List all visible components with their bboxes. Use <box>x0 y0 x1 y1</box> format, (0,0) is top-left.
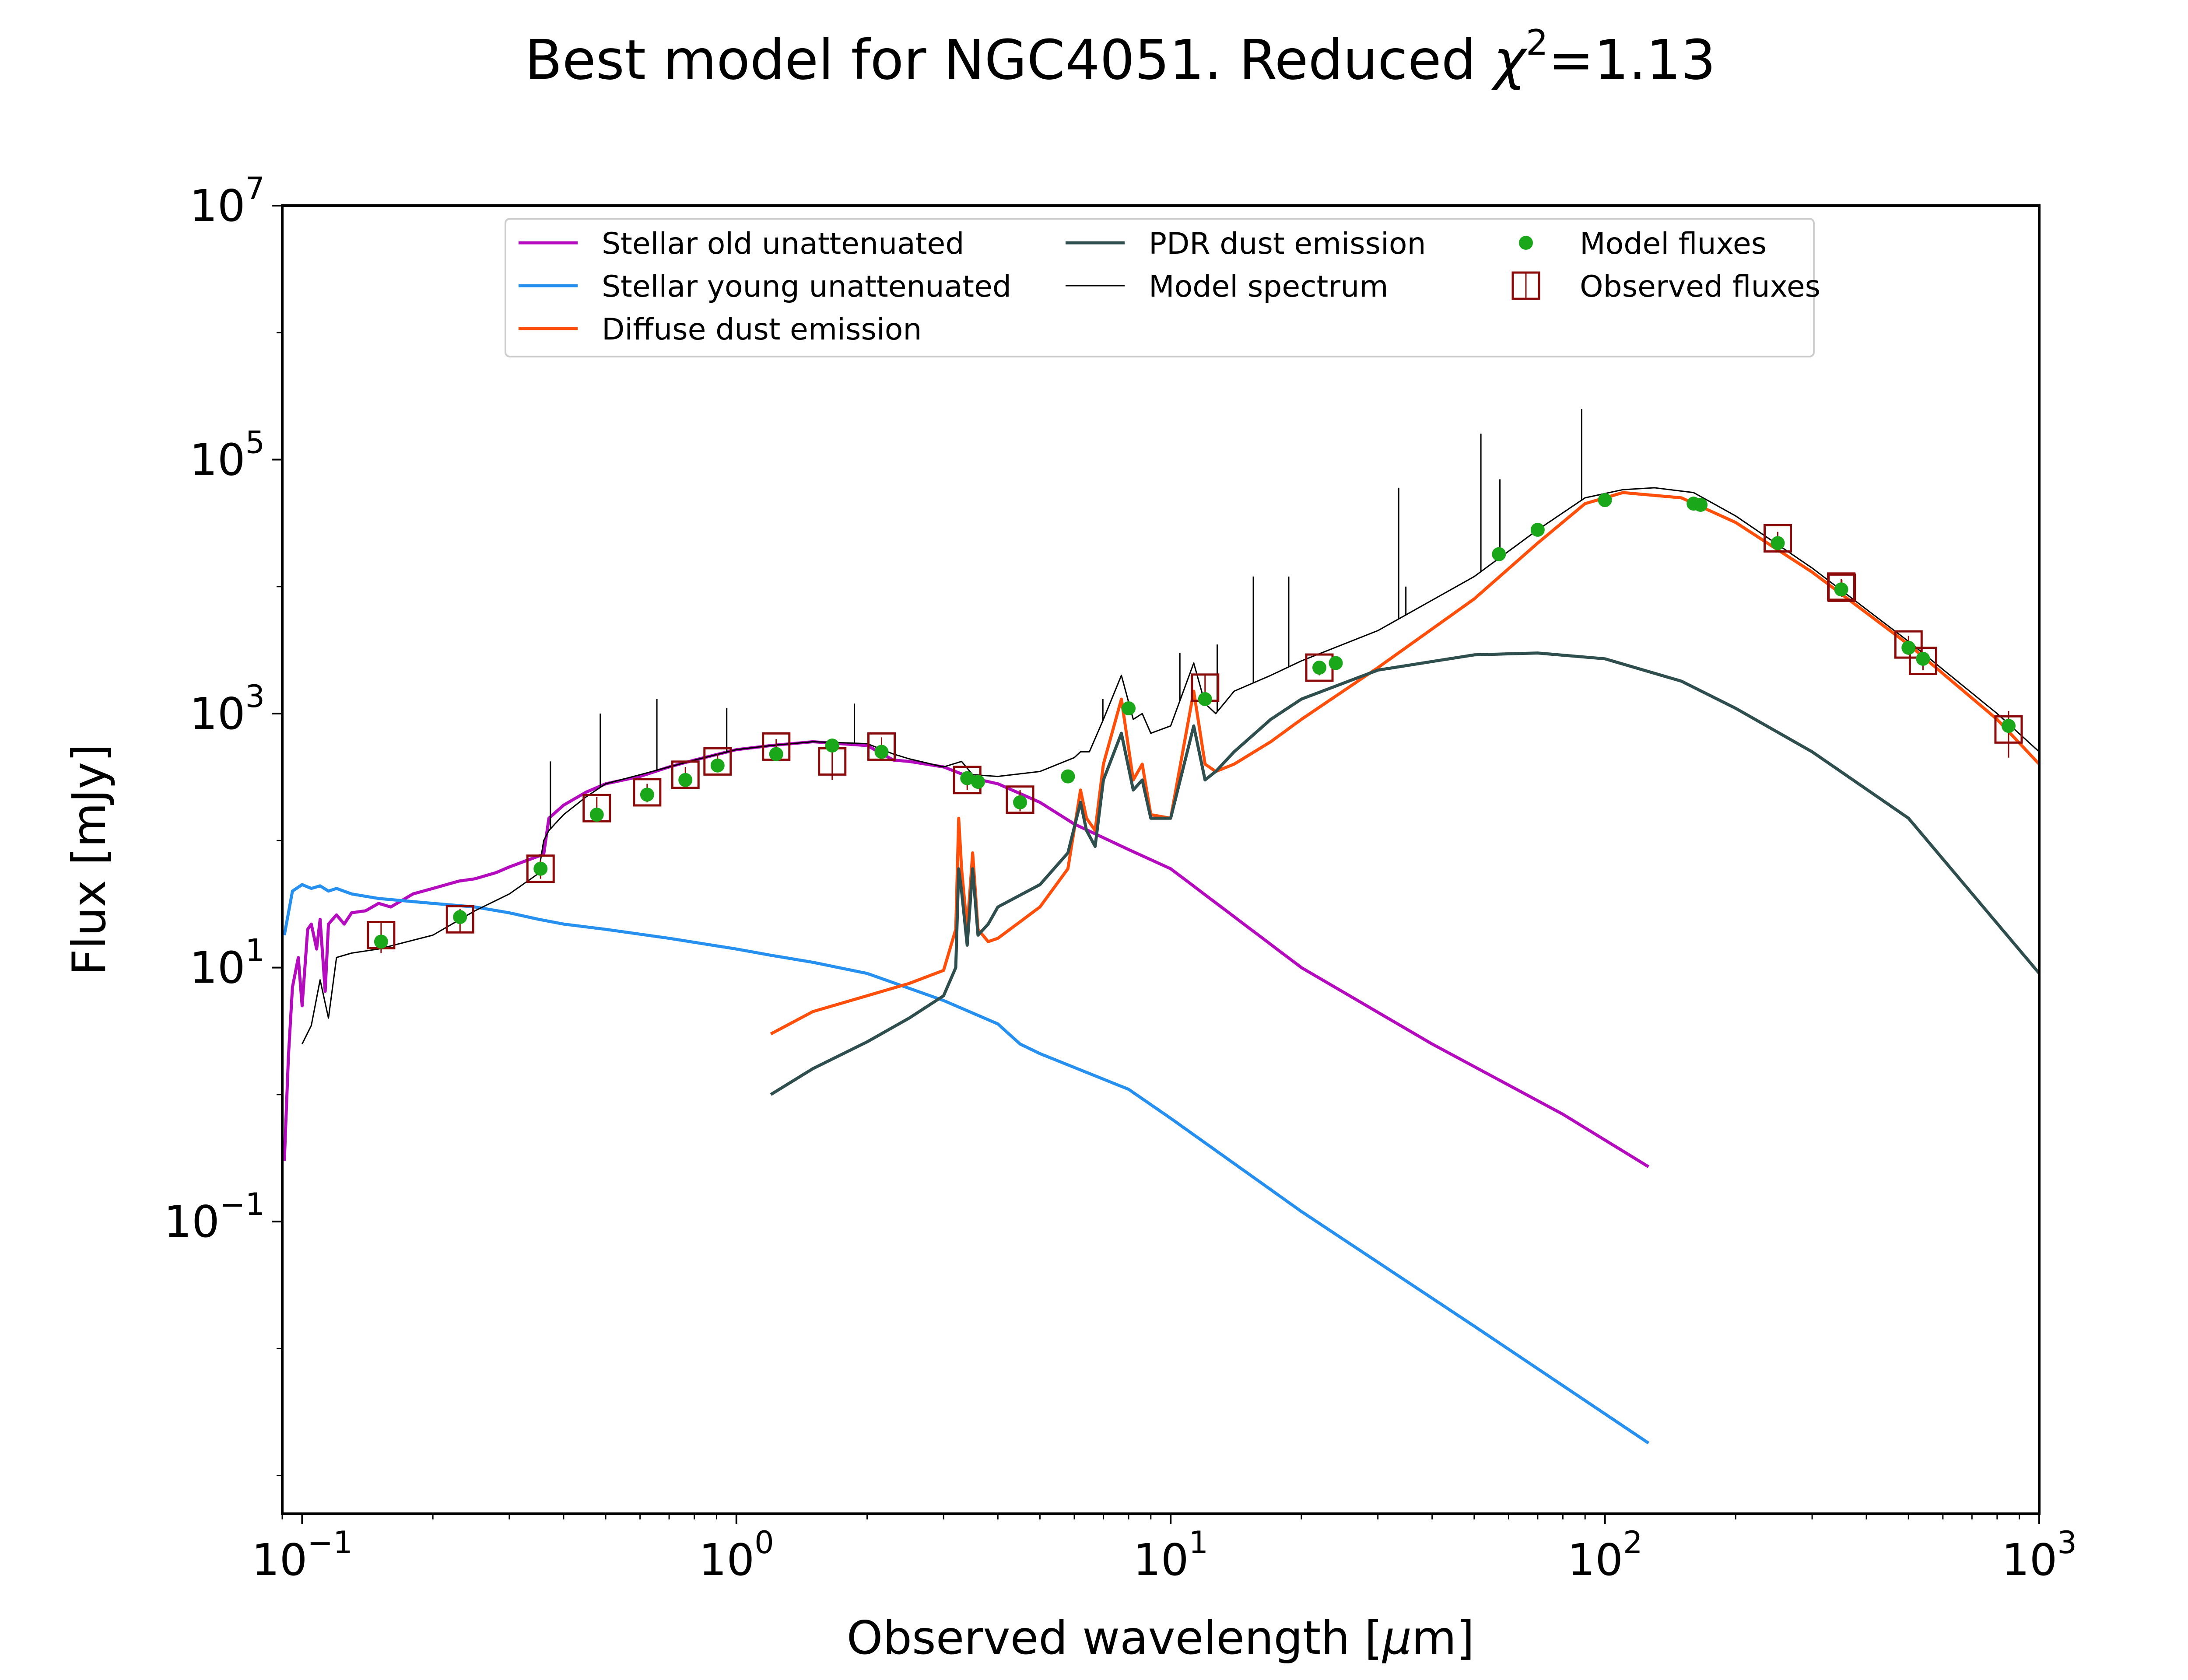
series-line-diffuse-dust-emission <box>770 491 2041 1036</box>
model-flux-point <box>2001 719 2016 733</box>
y-tick-label: 103 <box>189 679 265 739</box>
y-tick-label: 107 <box>189 171 265 231</box>
x-axis-label-prefix: Observed wavelength [ <box>847 1611 1383 1665</box>
chart-title-suffix: =1.13 <box>1548 28 1716 92</box>
legend-item-diffuse-dust-emission: Diffuse dust emission <box>519 312 922 347</box>
legend: Stellar old unattenuated Stellar young un… <box>505 218 1820 357</box>
model-flux-point <box>589 808 604 822</box>
model-fluxes-layer <box>374 493 2016 949</box>
series-line-stellar-young-unattenuated <box>283 883 1650 1445</box>
legend-label: Diffuse dust emission <box>602 312 922 347</box>
x-axis-label: Observed wavelength [μm] <box>847 1611 1475 1665</box>
y-axis-ticks: 10−1 101 103 105 107 <box>164 171 282 1477</box>
observed-flux-marker <box>1908 647 1937 676</box>
x-axis-label-mu: μ <box>1382 1611 1412 1665</box>
x-axis-ticks: 10−1 100 101 102 103 <box>252 1514 2077 1586</box>
x-tick-label: 103 <box>2002 1525 2077 1586</box>
model-flux-point <box>1916 651 1930 666</box>
model-flux-point <box>1492 547 1506 561</box>
model-flux-point <box>1598 493 1612 508</box>
observed-flux-marker <box>1006 785 1034 814</box>
model-flux-point <box>769 747 783 761</box>
model-flux-point <box>971 775 985 789</box>
model-flux-point <box>533 861 548 876</box>
model-flux-point <box>1061 769 1075 784</box>
observed-flux-marker <box>1827 573 1856 602</box>
model-flux-point <box>825 738 839 753</box>
legend-item-pdr-dust-emission: PDR dust emission <box>1066 227 1426 261</box>
legend-box <box>505 218 1815 357</box>
model-flux-point <box>874 745 889 759</box>
series-line-stellar-old-unattenuated <box>283 740 1650 1168</box>
plot-area <box>283 409 2041 1445</box>
y-tick-label: 101 <box>189 933 265 994</box>
chart-title-chi: χ <box>1491 28 1528 92</box>
model-flux-point <box>640 788 654 802</box>
chart-title-main: Best model for NGC4051. Reduced <box>525 28 1476 92</box>
legend-item-observed-fluxes: Observed fluxes <box>1511 270 1820 304</box>
x-tick-label: 100 <box>699 1525 774 1586</box>
y-tick-label: 105 <box>189 425 265 486</box>
model-flux-point <box>710 758 725 773</box>
legend-swatch-dot <box>1519 236 1533 250</box>
y-axis-label: Flux [mJy] <box>63 744 116 976</box>
legend-item-model-fluxes: Model fluxes <box>1519 227 1767 261</box>
y-tick-label: 10−1 <box>164 1186 265 1247</box>
observed-flux-marker <box>445 905 474 934</box>
observed-flux-marker <box>703 747 732 776</box>
model-flux-point <box>1122 701 1136 716</box>
axes-frame <box>281 204 2041 1515</box>
legend-item-stellar-old-unattenuated: Stellar old unattenuated <box>519 227 964 261</box>
observed-flux-marker <box>1894 630 1923 659</box>
legend-label: Model spectrum <box>1149 270 1389 304</box>
series-line-model-spectrum <box>302 487 2040 1044</box>
model-flux-point <box>1198 692 1212 706</box>
x-axis-label-suffix: m] <box>1412 1611 1474 1665</box>
model-flux-point <box>1329 656 1343 670</box>
model-flux-point <box>1013 795 1027 809</box>
model-flux-point <box>1694 498 1708 512</box>
x-tick-label: 10−1 <box>252 1525 352 1586</box>
x-tick-label: 101 <box>1133 1525 1208 1586</box>
model-flux-point <box>453 910 467 924</box>
observed-flux-marker <box>526 854 555 883</box>
model-flux-point <box>1771 536 1785 550</box>
legend-item-model-spectrum: Model spectrum <box>1066 270 1389 304</box>
legend-label: Observed fluxes <box>1580 270 1820 304</box>
model-flux-point <box>374 934 388 949</box>
legend-label: PDR dust emission <box>1149 227 1426 261</box>
observed-flux-marker <box>671 760 700 789</box>
x-tick-label: 102 <box>1567 1525 1643 1586</box>
chart-title: Best model for NGC4051. Reduced χ2=1.13 <box>525 22 1716 92</box>
legend-label: Stellar old unattenuated <box>602 227 964 261</box>
observed-flux-marker <box>867 732 896 761</box>
model-flux-point <box>1312 661 1327 675</box>
legend-label: Model fluxes <box>1580 227 1767 261</box>
observed-flux-marker <box>1764 524 1792 553</box>
observed-flux-marker <box>633 778 662 807</box>
model-flux-point <box>1834 582 1848 597</box>
emission-lines-layer <box>550 409 1582 829</box>
model-flux-point <box>1901 640 1916 655</box>
model-flux-point <box>678 773 693 787</box>
observed-flux-marker <box>1994 715 2023 744</box>
series-line-pdr-dust-emission <box>770 651 2041 1096</box>
model-flux-point <box>1530 522 1545 537</box>
series-layer <box>283 487 2041 1445</box>
chart-title-chi-exp: 2 <box>1526 22 1548 63</box>
legend-label: Stellar young unattenuated <box>602 270 1011 304</box>
model-flux-point <box>960 771 975 785</box>
legend-item-stellar-young-unattenuated: Stellar young unattenuated <box>519 270 1011 304</box>
